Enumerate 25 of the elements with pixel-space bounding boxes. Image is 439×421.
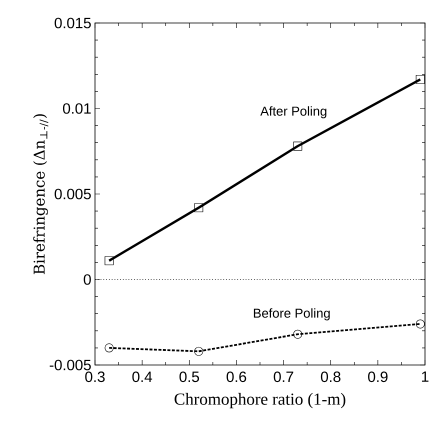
x-tick-label: 0.7 (274, 372, 294, 382)
x-tick-label: 0.6 (226, 372, 246, 382)
x-tick-label: 0.3 (85, 372, 105, 382)
x-tick-label: 0.9 (368, 372, 388, 382)
y-axis-title: Birefringence (Δn$_{⊥-//}$) (33, 114, 48, 274)
series-label: After Poling (260, 106, 326, 118)
point (293, 330, 302, 339)
point (416, 74, 425, 84)
point (194, 203, 204, 212)
y-tick-label: 0 (84, 274, 91, 285)
point (293, 142, 302, 151)
point (104, 256, 114, 266)
x-axis-title: Chromophore ratio (1-m) (174, 392, 346, 408)
point (194, 346, 204, 356)
x-tick-label: 0.4 (132, 372, 152, 382)
x-tick-label: 0.8 (320, 372, 340, 382)
y-tick-label: 0.01 (62, 103, 91, 114)
series-label: Before Poling (254, 308, 330, 320)
y-tick-label: 0.005 (54, 188, 91, 200)
x-tick-label: 0.5 (179, 372, 200, 382)
point (104, 343, 114, 352)
y-tick-label: -0.005 (50, 360, 91, 370)
point (416, 319, 425, 328)
x-tick-label: 1 (422, 372, 428, 382)
y-tick-label: 0.015 (54, 18, 91, 28)
